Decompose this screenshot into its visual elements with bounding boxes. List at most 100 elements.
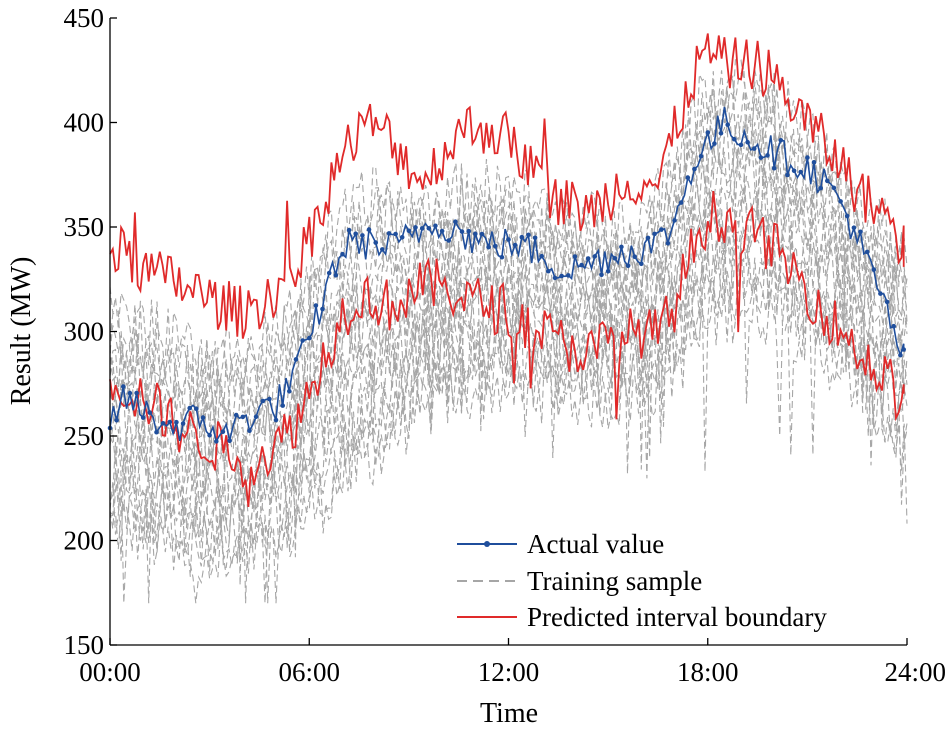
actual-value-point bbox=[121, 384, 126, 389]
actual-value-point bbox=[406, 228, 412, 234]
actual-value-point bbox=[160, 421, 166, 426]
actual-value-point bbox=[380, 247, 385, 252]
y-tick-label: 250 bbox=[64, 421, 105, 451]
actual-value-point bbox=[732, 136, 737, 142]
actual-value-point bbox=[566, 273, 571, 278]
actual-value-point bbox=[353, 231, 359, 237]
training-sample-line-2 bbox=[109, 257, 908, 604]
actual-value-point bbox=[240, 414, 246, 420]
actual-value-point bbox=[758, 155, 764, 160]
training-sample-line-12 bbox=[109, 112, 908, 453]
actual-value-point bbox=[844, 213, 850, 219]
actual-value-point bbox=[665, 241, 671, 246]
training-sample-line-4 bbox=[109, 226, 908, 604]
actual-value-point bbox=[745, 139, 750, 145]
actual-value-point bbox=[698, 153, 704, 159]
training-sample-line-11 bbox=[109, 126, 908, 460]
predicted-upper-boundary-line bbox=[109, 33, 905, 339]
x-ticks: 00:00 06:00 12:00 18:00 24:00 bbox=[79, 638, 946, 687]
actual-value-point bbox=[619, 244, 624, 250]
actual-value-point bbox=[499, 254, 505, 260]
actual-value-point bbox=[140, 415, 146, 420]
legend-label-actual-value: Actual value bbox=[527, 529, 664, 559]
actual-value-point bbox=[901, 347, 906, 352]
actual-value-point bbox=[898, 352, 903, 358]
actual-value-point bbox=[207, 432, 212, 438]
actual-value-point bbox=[871, 267, 877, 272]
x-tick-label: 18:00 bbox=[677, 657, 739, 687]
training-sample-line-3 bbox=[109, 242, 908, 572]
actual-value-point bbox=[858, 229, 863, 235]
actual-value-point bbox=[313, 303, 319, 308]
actual-value-point bbox=[705, 130, 711, 135]
actual-value-point bbox=[639, 261, 644, 267]
actual-value-point bbox=[134, 390, 139, 396]
legend-marker-actual-value bbox=[484, 541, 490, 547]
y-tick-label: 400 bbox=[64, 108, 105, 138]
actual-value-point bbox=[765, 153, 770, 158]
training-sample-line-7 bbox=[109, 186, 908, 516]
actual-value-point bbox=[253, 414, 259, 420]
actual-value-point bbox=[625, 263, 631, 269]
actual-value-point bbox=[592, 254, 598, 259]
actual-value-point bbox=[393, 231, 398, 237]
actual-value-point bbox=[167, 419, 173, 425]
actual-value-point bbox=[532, 235, 538, 241]
actual-value-point bbox=[293, 357, 299, 362]
actual-value-point bbox=[433, 223, 438, 229]
actual-value-point bbox=[486, 244, 491, 250]
actual-value-point bbox=[187, 405, 192, 411]
actual-value-point bbox=[645, 235, 651, 241]
actual-value-point bbox=[260, 398, 266, 404]
x-tick-label: 12:00 bbox=[478, 657, 540, 687]
actual-value-point bbox=[307, 335, 312, 341]
actual-value-point bbox=[692, 166, 697, 172]
actual-value-point bbox=[818, 185, 823, 191]
actual-value-point bbox=[672, 218, 677, 223]
actual-value-point bbox=[174, 419, 179, 425]
actual-value-point bbox=[605, 269, 611, 274]
actual-value-point bbox=[180, 421, 186, 426]
series-predicted-interval-boundary bbox=[109, 33, 905, 507]
actual-value-point bbox=[300, 338, 305, 343]
actual-value-point bbox=[114, 418, 119, 423]
actual-value-point bbox=[559, 273, 564, 279]
actual-value-point bbox=[718, 131, 724, 136]
actual-value-point bbox=[459, 229, 465, 234]
y-tick-label: 200 bbox=[64, 526, 105, 556]
actual-value-point bbox=[572, 254, 578, 259]
actual-value-point bbox=[506, 237, 511, 242]
actual-value-point bbox=[798, 169, 803, 175]
actual-value-point bbox=[519, 234, 525, 240]
actual-value-point bbox=[419, 226, 425, 231]
training-sample-line-10 bbox=[109, 145, 908, 586]
actual-value-point bbox=[413, 225, 418, 230]
actual-value-point bbox=[439, 228, 445, 234]
y-tick-label: 150 bbox=[64, 630, 105, 660]
actual-value-point bbox=[473, 231, 478, 237]
actual-value-point bbox=[725, 122, 730, 127]
actual-value-point bbox=[373, 240, 379, 245]
actual-value-point bbox=[884, 299, 890, 305]
training-sample-line-16 bbox=[109, 67, 908, 527]
actual-value-point bbox=[466, 228, 472, 234]
actual-value-point bbox=[320, 306, 325, 312]
actual-value-point bbox=[785, 172, 790, 178]
actual-value-point bbox=[612, 255, 618, 261]
y-tick-label: 300 bbox=[64, 317, 105, 347]
actual-value-point bbox=[340, 251, 345, 257]
actual-value-point bbox=[399, 235, 405, 240]
actual-value-point bbox=[426, 226, 432, 231]
training-sample-line-6 bbox=[109, 199, 908, 549]
series-training-sample bbox=[109, 59, 908, 604]
actual-value-point bbox=[220, 429, 226, 435]
actual-value-point bbox=[280, 403, 286, 408]
training-sample-line-14 bbox=[109, 74, 908, 422]
actual-value-point bbox=[479, 231, 485, 237]
actual-value-point bbox=[599, 272, 604, 278]
training-sample-line-13 bbox=[109, 90, 908, 433]
actual-value-point bbox=[864, 249, 870, 255]
actual-value-point bbox=[526, 232, 531, 238]
legend-label-predicted-interval-boundary: Predicted interval boundary bbox=[527, 602, 827, 632]
actual-value-point bbox=[326, 270, 332, 276]
